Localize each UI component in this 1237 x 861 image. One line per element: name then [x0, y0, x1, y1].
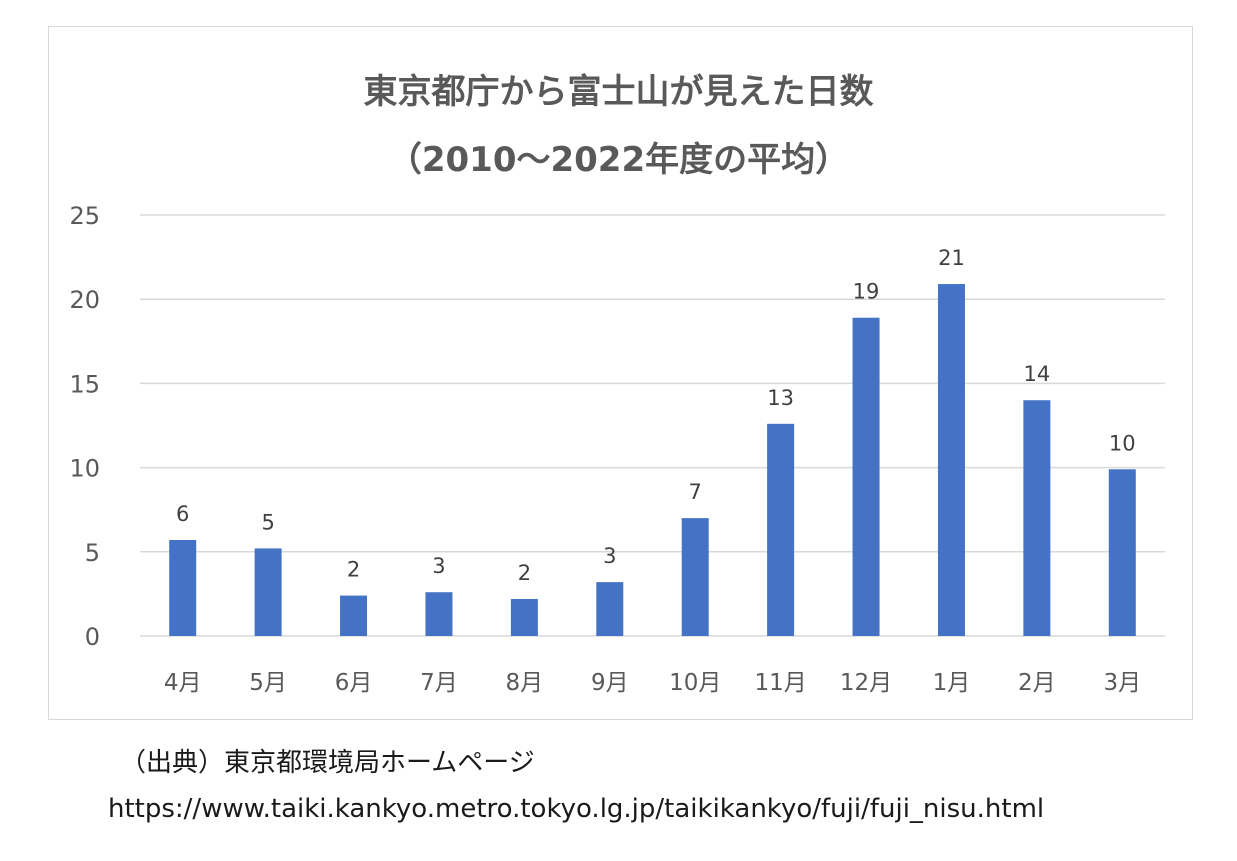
data-label: 3 — [432, 554, 445, 578]
data-label: 10 — [1109, 431, 1136, 455]
data-label: 3 — [603, 544, 616, 568]
source-url[interactable]: https://www.taiki.kankyo.metro.tokyo.lg.… — [108, 794, 1045, 824]
chart-subtitle: （2010〜2022年度の平均） — [387, 140, 850, 180]
bar — [596, 582, 624, 636]
x-axis-ticks: 4月 5月 6月 7月 8月 9月 10月 11月 12月 1月 2月 3月 — [164, 670, 1141, 696]
y-tick-label: 20 — [69, 286, 100, 314]
x-tick-label: 7月 — [420, 670, 458, 696]
data-label: 13 — [767, 386, 794, 410]
bars — [169, 284, 1136, 636]
data-label: 19 — [853, 280, 880, 304]
data-label: 5 — [261, 510, 274, 534]
x-tick-label: 6月 — [335, 670, 373, 696]
bar — [1023, 400, 1051, 636]
bar — [852, 317, 880, 636]
data-label: 21 — [938, 246, 965, 270]
chart-title: 東京都庁から富士山が見えた日数 — [363, 72, 874, 112]
bar — [681, 518, 709, 636]
y-tick-label: 0 — [85, 623, 100, 651]
x-tick-label: 1月 — [933, 670, 971, 696]
data-label: 7 — [689, 480, 702, 504]
data-labels: 6 5 2 3 2 3 7 13 19 21 14 10 — [176, 246, 1136, 585]
x-tick-label: 9月 — [591, 670, 629, 696]
x-tick-label: 2月 — [1018, 670, 1056, 696]
y-tick-label: 25 — [69, 202, 100, 230]
y-tick-label: 5 — [85, 539, 100, 567]
x-tick-label: 12月 — [840, 670, 892, 696]
x-tick-label: 5月 — [249, 670, 287, 696]
y-tick-label: 10 — [69, 455, 100, 483]
bar — [254, 548, 282, 636]
x-tick-label: 8月 — [506, 670, 544, 696]
bar — [510, 598, 538, 636]
x-tick-label: 11月 — [754, 670, 806, 696]
x-tick-label: 10月 — [669, 670, 721, 696]
bar — [425, 592, 453, 636]
data-label: 2 — [347, 558, 360, 582]
y-axis-ticks: 0 5 10 15 20 25 — [69, 202, 100, 651]
bar — [1108, 469, 1136, 636]
gridlines — [140, 214, 1165, 637]
x-tick-label: 3月 — [1103, 670, 1141, 696]
x-tick-label: 4月 — [164, 670, 202, 696]
data-label: 2 — [518, 561, 531, 585]
bar — [767, 423, 795, 636]
source-note: （出典）東京都環境局ホームページ — [120, 748, 535, 778]
data-label: 14 — [1024, 362, 1051, 386]
data-label: 6 — [176, 502, 189, 526]
bar — [340, 595, 368, 636]
bar — [937, 284, 965, 636]
bar — [169, 540, 197, 636]
y-tick-label: 15 — [69, 370, 100, 398]
